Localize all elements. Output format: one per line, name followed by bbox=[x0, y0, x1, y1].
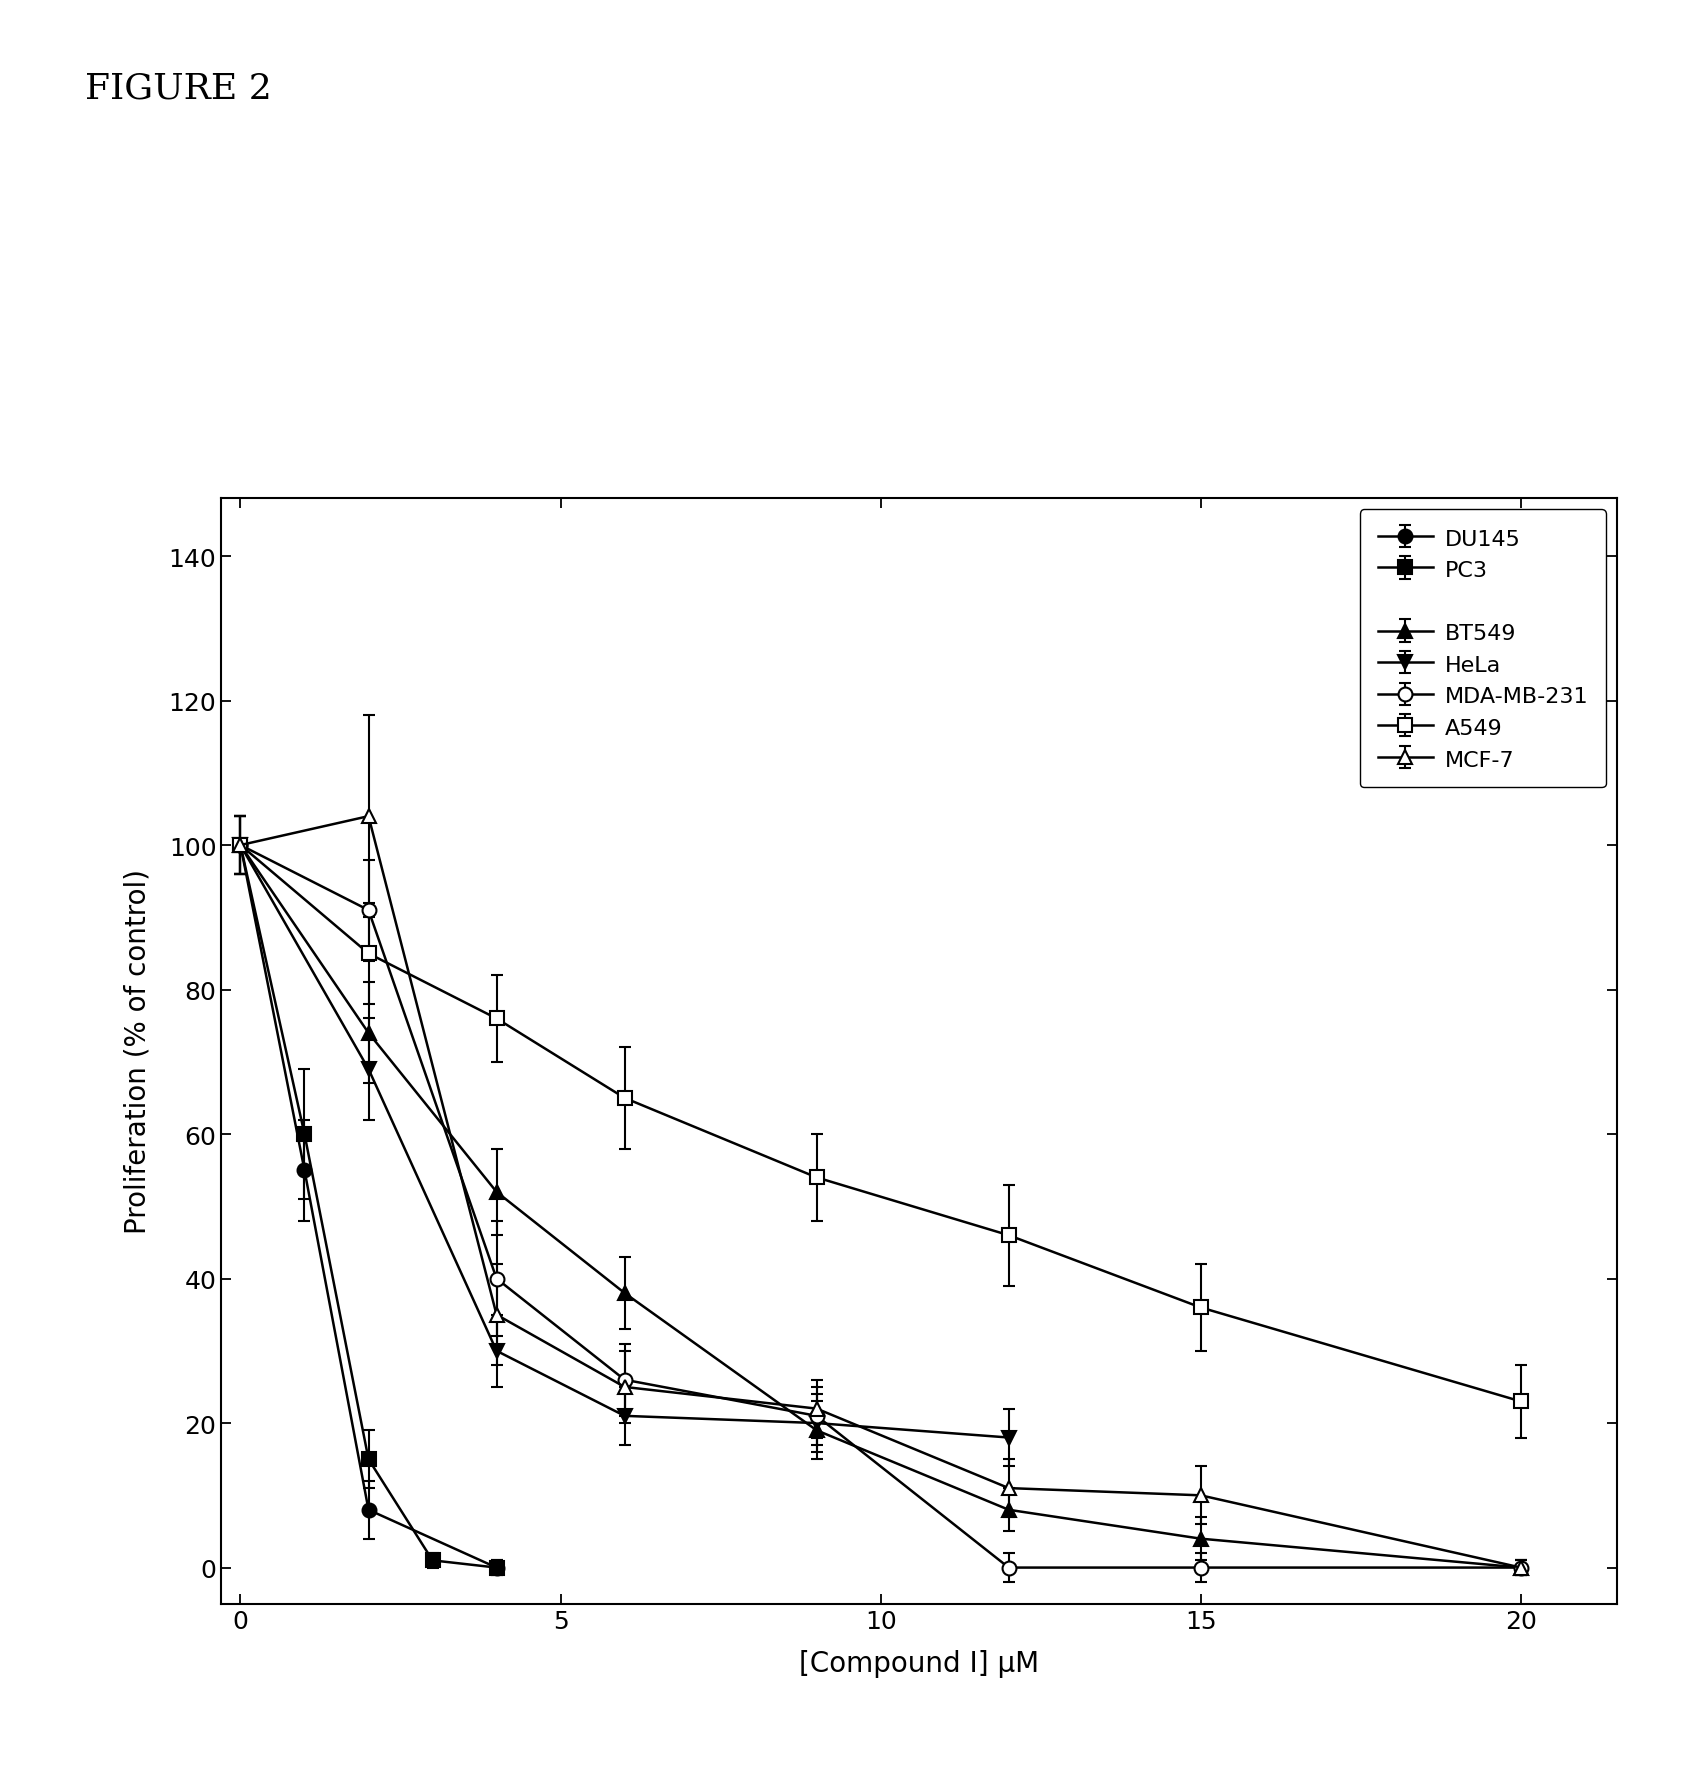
Text: FIGURE 2: FIGURE 2 bbox=[85, 71, 272, 105]
Y-axis label: Proliferation (% of control): Proliferation (% of control) bbox=[124, 870, 151, 1233]
Legend: DU145, PC3, , BT549, HeLa, MDA-MB-231, A549, MCF-7: DU145, PC3, , BT549, HeLa, MDA-MB-231, A… bbox=[1360, 510, 1605, 788]
X-axis label: [Compound I] μM: [Compound I] μM bbox=[798, 1650, 1040, 1677]
